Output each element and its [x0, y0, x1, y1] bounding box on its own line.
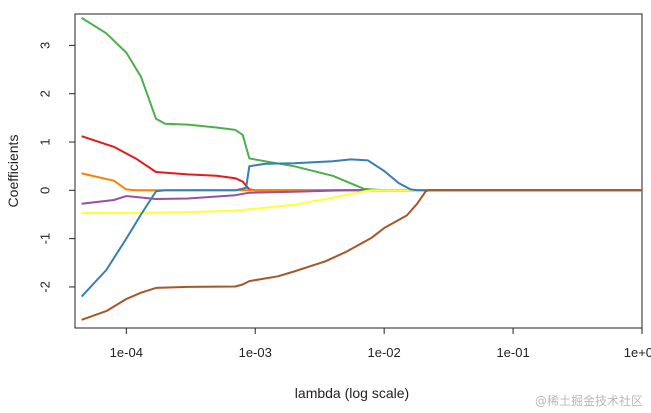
x-tick-label: 1e-01: [496, 345, 529, 360]
x-axis: 1e-04 1e-03 1e-02 1e-01 1e+00: [110, 328, 651, 360]
y-axis: -2 -1 0 1 2 3: [37, 42, 75, 293]
plot-frame: [74, 13, 643, 329]
series-layer: [80, 17, 642, 321]
x-tick-label: 1e+00: [624, 345, 651, 360]
y-axis-title: Coefficients: [5, 135, 21, 208]
y-tick-label: -2: [37, 281, 52, 293]
series-line-1: [81, 17, 642, 192]
x-tick-label: 1e-02: [368, 345, 401, 360]
series-line-3: [81, 172, 642, 192]
y-tick-label: 1: [37, 138, 52, 145]
x-axis-title: lambda (log scale): [295, 385, 409, 401]
y-tick-label: 3: [37, 42, 52, 49]
watermark: @稀土掘金技术社区: [534, 394, 643, 408]
x-tick-label: 1e-03: [239, 345, 272, 360]
y-tick-label: -1: [37, 233, 52, 245]
series-line-7: [81, 189, 642, 321]
series-line-4: [81, 189, 642, 205]
series-line-5: [81, 189, 642, 214]
series-line-2: [81, 135, 642, 192]
y-tick-label: 0: [37, 187, 52, 194]
series-line-6: [80, 158, 642, 298]
y-tick-label: 2: [37, 90, 52, 97]
x-tick-label: 1e-04: [110, 345, 143, 360]
